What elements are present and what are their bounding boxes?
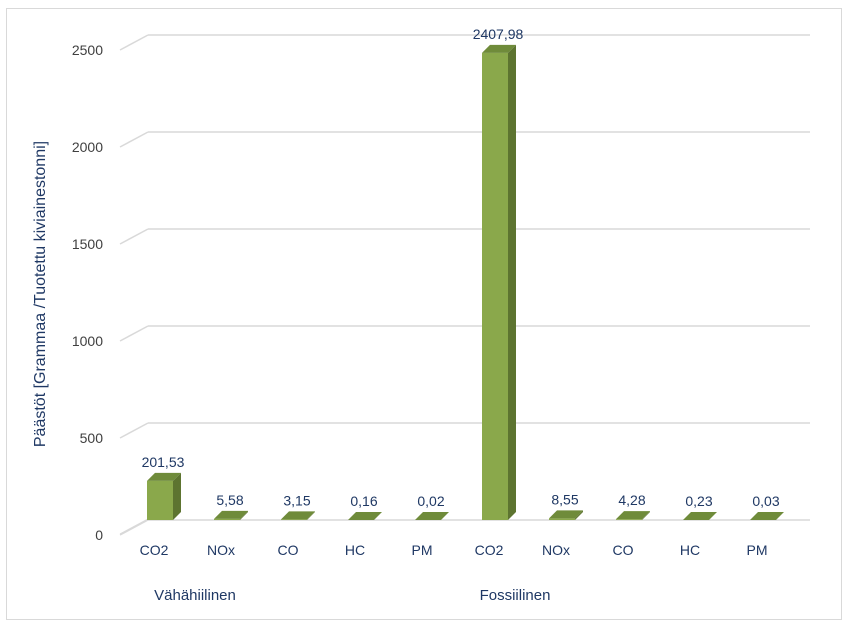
bar-side (642, 511, 650, 520)
data-label: 8,55 (551, 491, 578, 507)
y-tick-label: 1000 (72, 333, 103, 349)
data-label: 3,15 (283, 492, 310, 508)
y-tick-label: 500 (80, 430, 104, 446)
bar-side (374, 511, 382, 520)
category-label: HC (680, 542, 700, 558)
data-label: 0,23 (685, 493, 712, 509)
y-tick-label: 1500 (72, 236, 103, 252)
gridline-depth (119, 34, 149, 51)
bar-top (683, 511, 717, 520)
bar-side (441, 511, 449, 520)
gridline-depth (119, 131, 149, 148)
data-label: 201,53 (142, 454, 185, 470)
bar-side (508, 44, 516, 521)
gridline-depth (119, 422, 149, 439)
bar-side (240, 510, 248, 520)
category-label: NOx (542, 542, 570, 558)
data-label: 5,58 (216, 492, 243, 508)
category-label: CO (613, 542, 634, 558)
y-tick-label: 2000 (72, 139, 103, 155)
bar-top (616, 511, 650, 520)
data-label: 0,03 (752, 493, 779, 509)
category-label: CO (278, 542, 299, 558)
group-label: Fossiilinen (480, 587, 551, 604)
y-axis-label: Päästöt [Grammaa /Tuotettu kiviainestonn… (32, 141, 49, 447)
category-label: CO2 (140, 542, 169, 558)
y-tick-label: 2500 (72, 42, 103, 58)
bar (147, 480, 173, 520)
bar (616, 519, 642, 520)
category-label: HC (345, 542, 365, 558)
bar-side (173, 472, 181, 520)
gridline-depth (119, 325, 149, 342)
bar-top (549, 510, 583, 519)
bar-top (415, 511, 449, 520)
data-label: 4,28 (618, 492, 645, 508)
bar (214, 518, 240, 520)
bar-side (776, 511, 784, 520)
gridline-depth (119, 228, 149, 245)
bar (482, 52, 508, 521)
floor-edge (119, 518, 149, 535)
data-label: 0,02 (417, 493, 444, 509)
bar-top (750, 511, 784, 520)
gridline-depth (119, 519, 149, 536)
data-label: 0,16 (350, 493, 377, 509)
category-label: PM (747, 542, 768, 558)
category-label: CO2 (475, 542, 504, 558)
bar-top (281, 511, 315, 520)
bar-side (709, 511, 717, 520)
y-tick-label: 0 (95, 527, 103, 543)
bar-side (307, 511, 315, 520)
category-label: NOx (207, 542, 235, 558)
data-label: 2407,98 (473, 26, 524, 42)
bar-side (575, 510, 583, 520)
bar-top (482, 44, 516, 53)
bar (281, 519, 307, 520)
bar-top (348, 511, 382, 520)
group-label: Vähähiilinen (154, 587, 236, 604)
category-label: PM (412, 542, 433, 558)
bar-top (147, 472, 181, 481)
bar-top (214, 510, 248, 519)
bar (549, 518, 575, 520)
